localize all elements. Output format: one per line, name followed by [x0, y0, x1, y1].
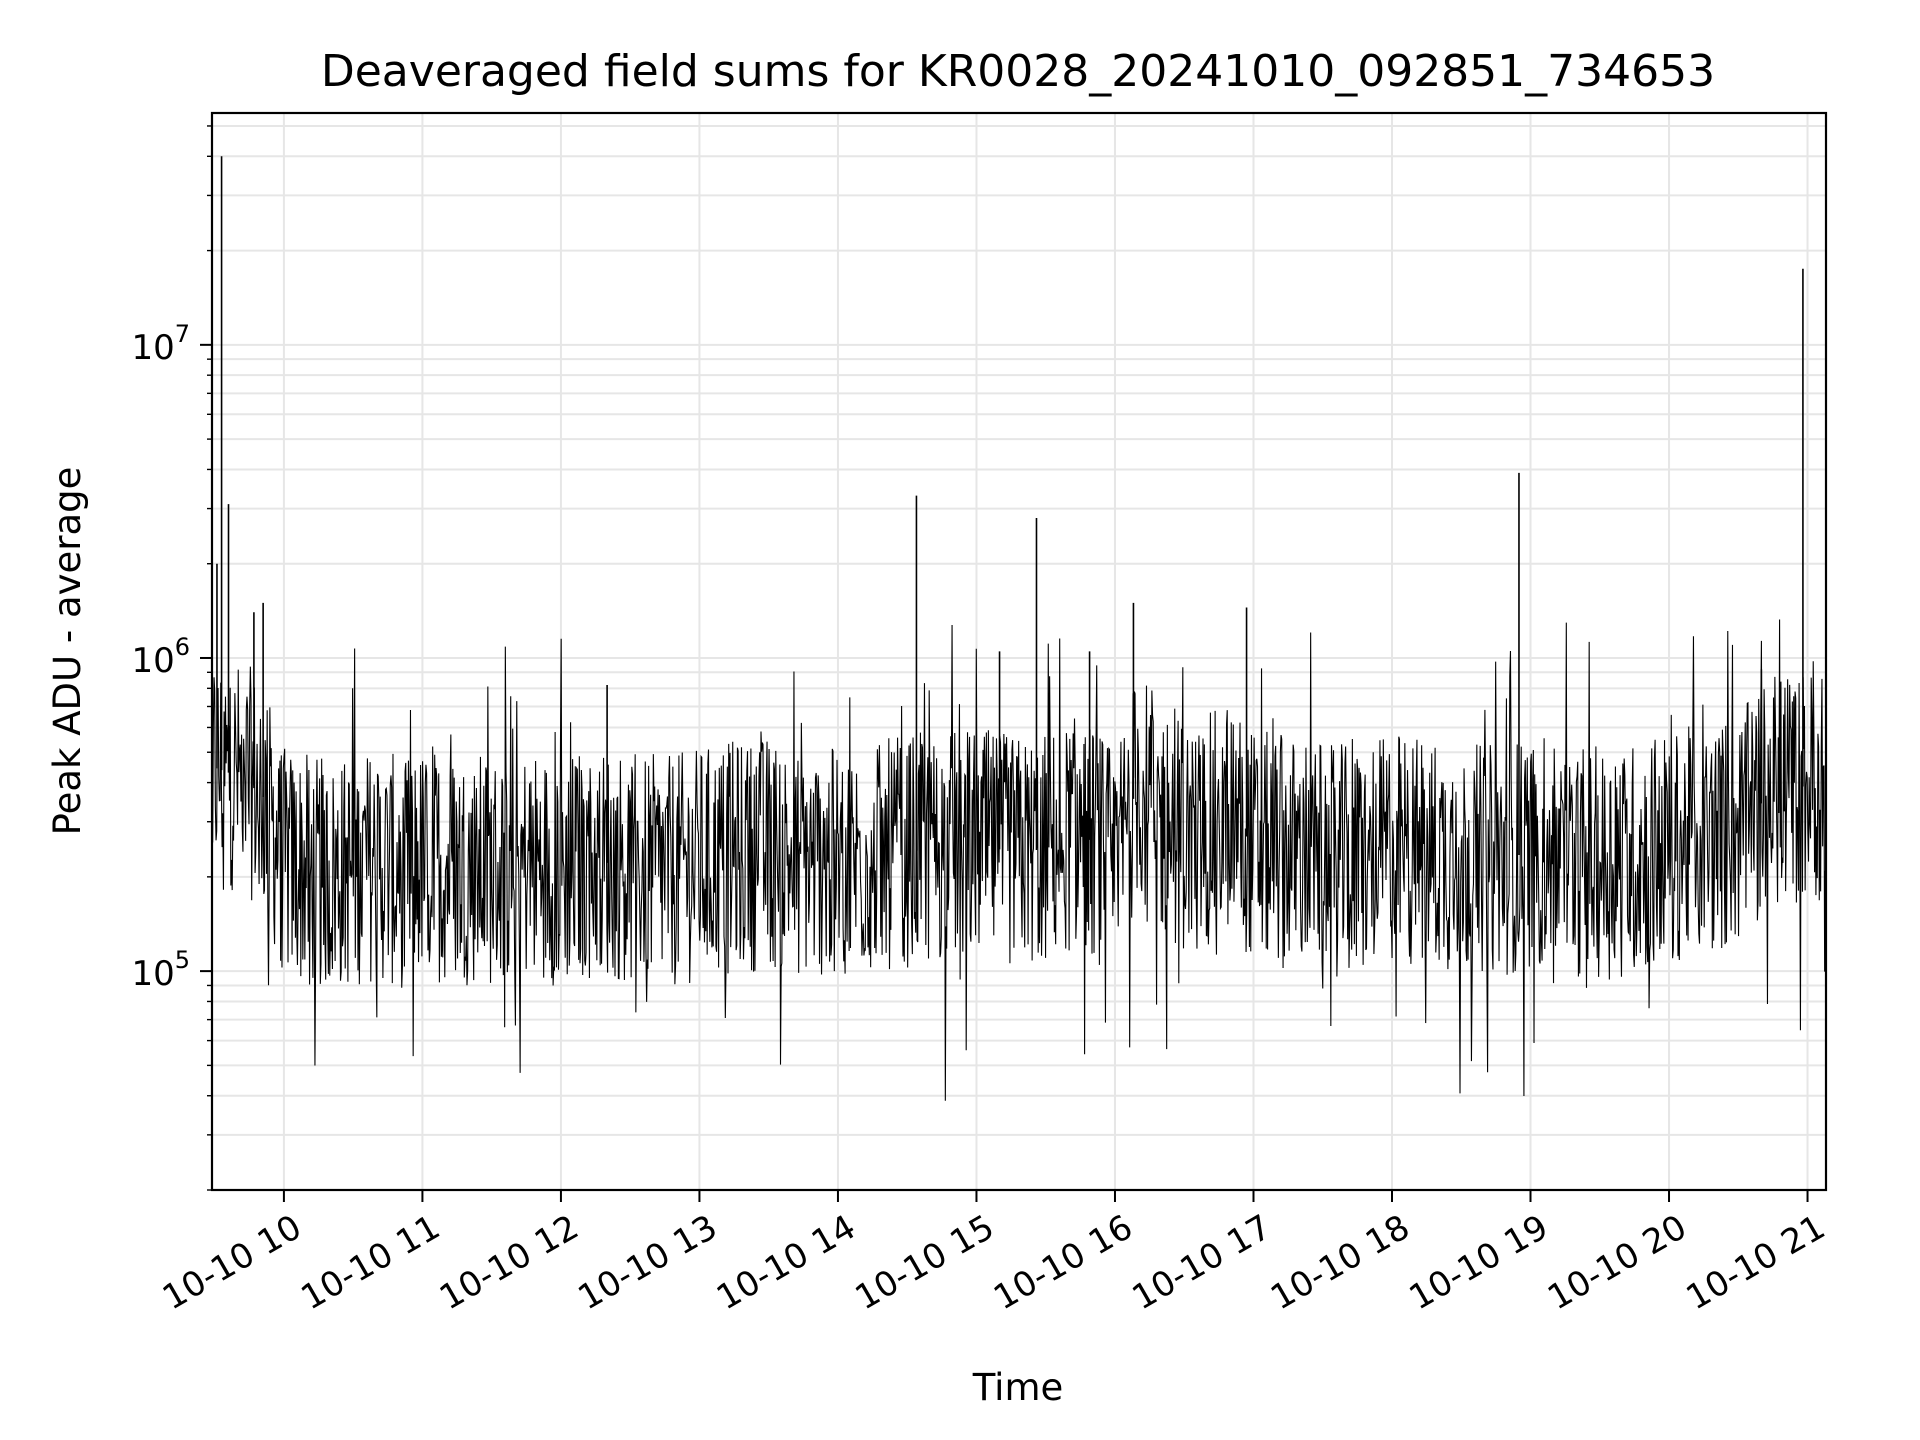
plot-frame	[210, 111, 1828, 1192]
chart-title: Deaveraged field sums for KR0028_2024101…	[321, 46, 1715, 97]
series-line	[211, 619, 1827, 1101]
x-axis-label: Time	[972, 1366, 1064, 1409]
y-axis-label: Peak ADU - average	[46, 467, 89, 836]
data-series	[211, 156, 1827, 1101]
